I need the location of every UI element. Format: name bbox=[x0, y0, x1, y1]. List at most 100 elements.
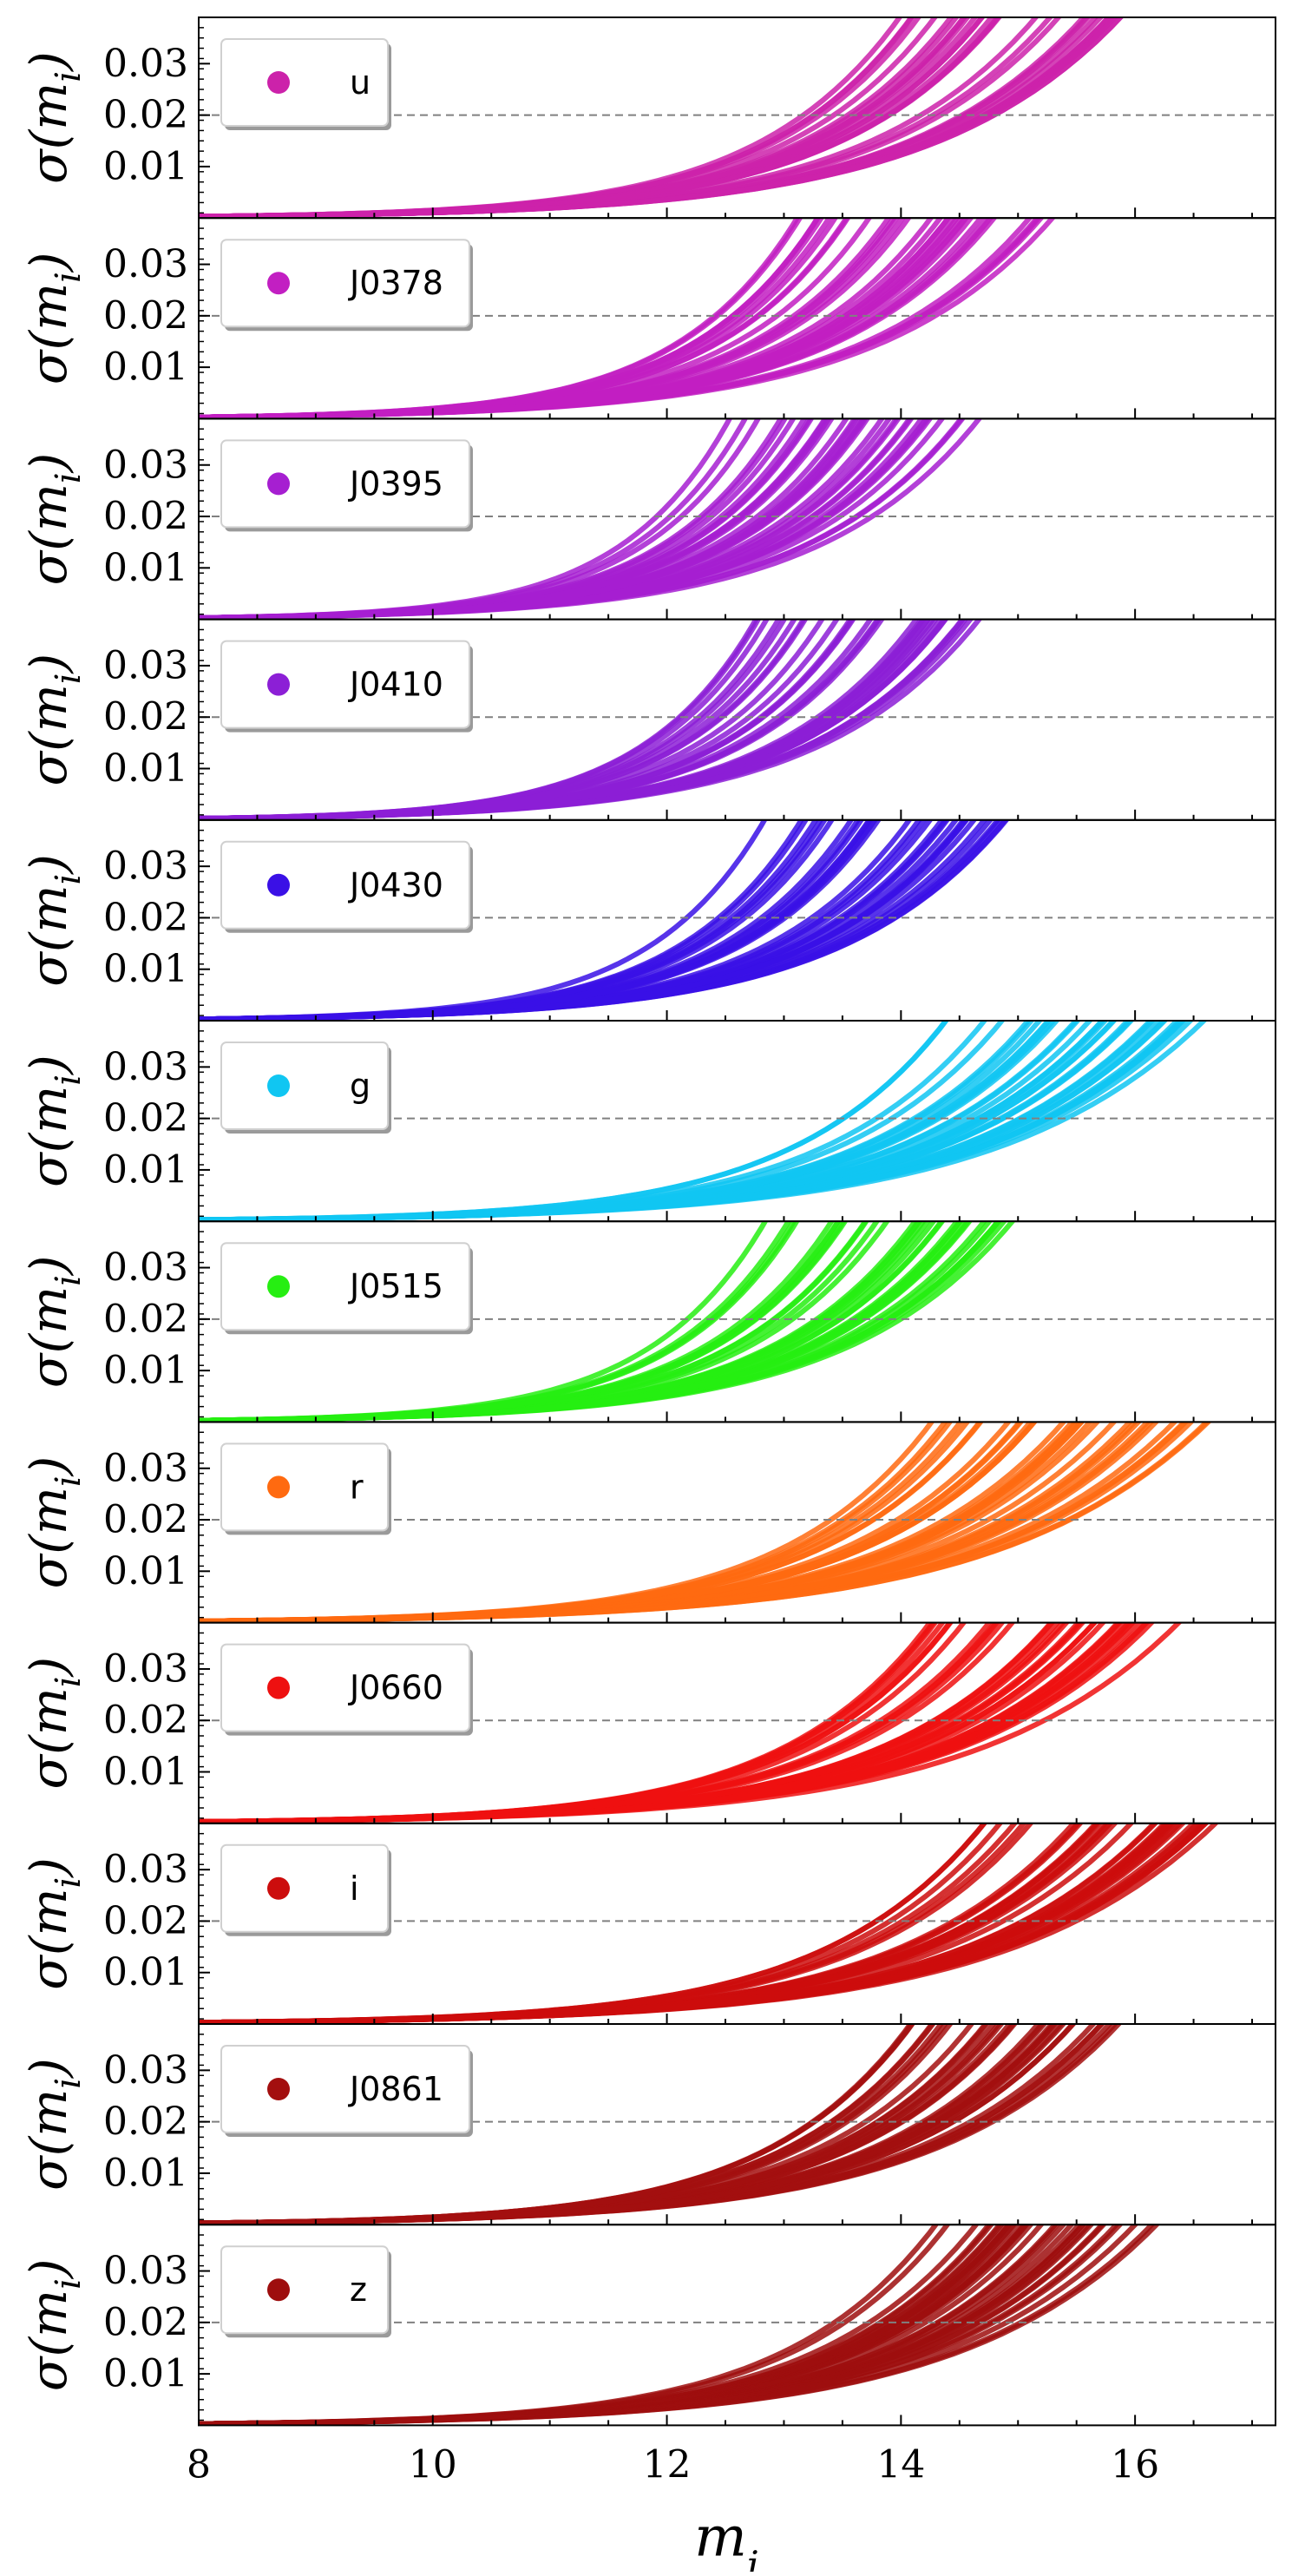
scatter-points bbox=[199, 218, 1056, 419]
scatter-track bbox=[199, 1422, 1094, 1623]
y-tick-label: 0.01 bbox=[103, 1750, 188, 1794]
y-axis-label: σ(mi) bbox=[19, 1857, 89, 1990]
x-tick-label: 12 bbox=[643, 2442, 692, 2487]
legend-label: u bbox=[350, 63, 371, 102]
y-tick-label: 0.02 bbox=[103, 896, 188, 940]
scatter-track bbox=[199, 2024, 1058, 2225]
legend-frame bbox=[220, 1643, 470, 1732]
y-tick-label: 0.03 bbox=[103, 42, 188, 86]
legend-frame bbox=[220, 1042, 389, 1130]
scatter-track bbox=[199, 17, 1118, 219]
y-tick-label: 0.01 bbox=[103, 746, 188, 791]
scatter-track bbox=[199, 418, 869, 620]
y-tick-label: 0.03 bbox=[103, 2249, 188, 2293]
y-tick-label: 0.03 bbox=[103, 844, 188, 889]
scatter-track bbox=[199, 1021, 1035, 1222]
y-axis-label: σ(mi) bbox=[19, 1657, 89, 1790]
scatter-points bbox=[199, 17, 1125, 219]
scatter-points bbox=[199, 2224, 1160, 2426]
y-axis-label: σ(mi) bbox=[19, 1456, 89, 1589]
legend: g bbox=[220, 1042, 391, 1134]
scatter-track bbox=[199, 1221, 835, 1423]
y-tick-label: 0.02 bbox=[103, 695, 188, 739]
y-tick-label: 0.02 bbox=[103, 2300, 188, 2344]
legend-marker bbox=[267, 1275, 290, 1298]
y-tick-label: 0.01 bbox=[103, 1147, 188, 1192]
y-axis-label: σ(mi) bbox=[19, 453, 89, 586]
x-tick-label: 14 bbox=[876, 2442, 925, 2487]
y-axis-label: σ(mi) bbox=[19, 51, 89, 184]
legend-frame bbox=[220, 1242, 470, 1331]
legend-frame bbox=[220, 2045, 470, 2133]
y-tick-label: 0.02 bbox=[103, 1899, 188, 1943]
scatter-track bbox=[199, 819, 879, 1021]
y-tick-label: 0.02 bbox=[103, 1699, 188, 1743]
y-tick-label: 0.03 bbox=[103, 242, 188, 286]
legend-label: J0395 bbox=[348, 464, 443, 503]
y-tick-label: 0.02 bbox=[103, 1096, 188, 1140]
legend-label: J0378 bbox=[348, 264, 443, 302]
legend-marker bbox=[267, 1876, 290, 1900]
y-tick-label: 0.01 bbox=[103, 1549, 188, 1594]
panel-J0410: 0.01 0.02 0.03 σ(mi) J0410 bbox=[19, 618, 1276, 821]
panel-J0378: 0.01 0.02 0.03 σ(mi) J0378 bbox=[19, 217, 1276, 420]
panel-r: 0.01 0.02 0.03 σ(mi) r bbox=[19, 1421, 1276, 1624]
scatter-points bbox=[199, 819, 1010, 1021]
y-tick-label: 0.02 bbox=[103, 1498, 188, 1542]
x-tick-label: 16 bbox=[1111, 2442, 1159, 2487]
legend-label: g bbox=[350, 1067, 371, 1105]
y-axis-label: σ(mi) bbox=[19, 1055, 89, 1187]
panel-z: 0.01 0.02 0.03 σ(mi) z bbox=[19, 2224, 1276, 2427]
y-tick-label: 0.01 bbox=[103, 345, 188, 390]
scatter-points bbox=[199, 1221, 1016, 1423]
legend-frame bbox=[220, 439, 470, 529]
legend-marker bbox=[267, 673, 290, 696]
legend-label: r bbox=[350, 1468, 364, 1506]
legend: z bbox=[220, 2245, 391, 2338]
legend: u bbox=[220, 38, 391, 130]
y-tick-label: 0.01 bbox=[103, 144, 188, 188]
panel-i: 0.01 0.02 0.03 σ(mi) i bbox=[19, 1822, 1276, 2026]
legend: J0515 bbox=[220, 1242, 473, 1335]
panel-J0861: 0.01 0.02 0.03 σ(mi) J0861 bbox=[19, 2023, 1276, 2226]
scatter-points bbox=[199, 619, 983, 820]
legend-marker bbox=[267, 2078, 290, 2100]
legend-frame bbox=[220, 840, 470, 930]
y-tick-label: 0.01 bbox=[103, 947, 188, 991]
legend-frame bbox=[220, 239, 470, 328]
scatter-points bbox=[199, 418, 983, 620]
y-tick-label: 0.01 bbox=[103, 1349, 188, 1393]
legend-label: J0430 bbox=[348, 866, 443, 904]
y-tick-label: 0.03 bbox=[103, 1646, 188, 1691]
panel-g: 0.01 0.02 0.03 σ(mi) g bbox=[19, 1020, 1276, 1223]
legend-frame bbox=[220, 38, 389, 127]
scatter-points bbox=[199, 1021, 1208, 1222]
y-tick-label: 0.01 bbox=[103, 2151, 188, 2195]
x-tick-label: 8 bbox=[187, 2442, 211, 2487]
scatter-track bbox=[199, 1622, 1183, 1824]
panel-J0430: 0.01 0.02 0.03 σ(mi) J0430 bbox=[19, 818, 1276, 1022]
legend-marker bbox=[267, 472, 290, 496]
panel-J0395: 0.01 0.02 0.03 σ(mi) J0395 bbox=[19, 417, 1276, 621]
y-tick-label: 0.01 bbox=[103, 1950, 188, 1994]
legend-frame bbox=[220, 640, 470, 729]
legend: J0395 bbox=[220, 439, 473, 532]
y-axis-label: σ(mi) bbox=[19, 654, 89, 786]
legend-marker bbox=[267, 272, 290, 295]
scatter-points bbox=[199, 1622, 1183, 1824]
y-axis-label: σ(mi) bbox=[19, 854, 89, 987]
y-tick-label: 0.03 bbox=[103, 643, 188, 687]
legend-marker bbox=[267, 1676, 290, 1699]
legend-marker bbox=[267, 71, 290, 94]
legend-label: J0410 bbox=[348, 666, 443, 704]
panel-J0660: 0.01 0.02 0.03 σ(mi) J0660 bbox=[19, 1621, 1276, 1824]
legend: i bbox=[220, 1843, 391, 1936]
legend-marker bbox=[267, 2278, 290, 2302]
legend-frame bbox=[220, 1442, 389, 1532]
legend: J0410 bbox=[220, 640, 473, 733]
y-tick-label: 0.03 bbox=[103, 1245, 188, 1290]
legend-label: J0515 bbox=[348, 1267, 443, 1305]
scatter-points bbox=[199, 1823, 1220, 2025]
legend-label: z bbox=[350, 2270, 367, 2309]
